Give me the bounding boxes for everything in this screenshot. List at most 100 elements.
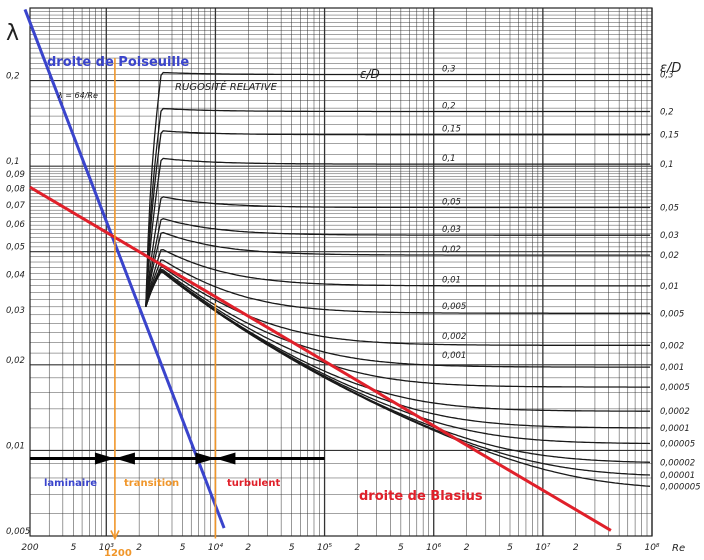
right-axis-label: 0,1 (660, 160, 674, 170)
right-axis-label: 0,000005 (660, 482, 701, 492)
right-axis-label: 0,002 (660, 341, 684, 351)
x-tick-label: 2 (355, 543, 361, 553)
curve-header-label: ε/D (360, 67, 380, 81)
x-tick-label: 10⁵ (317, 543, 332, 553)
y-tick-label: 0,05 (6, 243, 25, 253)
inner-curve-label: 0,3 (442, 65, 456, 75)
right-axis-label: 0,0005 (660, 383, 690, 393)
right-axis-label: 0,005 (660, 309, 684, 319)
inner-curve-label: 0,2 (442, 101, 456, 111)
right-axis-label: 0,01 (660, 282, 679, 292)
marker-1200-arrow (110, 530, 120, 541)
x-tick-label: 2 (245, 543, 251, 553)
y-tick-label: 0,01 (6, 441, 25, 451)
right-axis-label: 0,0001 (660, 424, 690, 434)
inner-curve-label: 0,002 (442, 332, 466, 342)
right-axis-label: 0,15 (660, 131, 679, 141)
series-line-0 (23, 8, 226, 529)
regime-bar (30, 452, 325, 465)
inner-curve-label: 0,03 (442, 225, 461, 235)
y-tick-label: 0,06 (6, 220, 26, 230)
x-tick-label: 5 (616, 543, 622, 553)
roughness-curve (145, 259, 650, 314)
x-tick-label: 10⁶ (426, 543, 441, 553)
right-axis-label: 0,00001 (660, 471, 695, 481)
y-tick-label: 0,005 (6, 527, 30, 537)
blasius-label: droite de Blasius (359, 489, 483, 504)
roughness-curve (145, 270, 650, 412)
inner-curve-label: 0,01 (442, 275, 461, 285)
x-tick-label: 10⁸ (644, 543, 659, 553)
regime-arrow (215, 452, 236, 465)
inner-curve-label: 0,001 (442, 351, 466, 361)
x-axis-label: Re (672, 543, 685, 554)
x-tick-label: 5 (398, 543, 404, 553)
y-tick-label: 0,08 (6, 185, 26, 195)
poiseuille-label: droite de Poiseuille (47, 55, 189, 70)
rugosite-label: RUGOSITÉ RELATIVE (175, 80, 278, 93)
x-tick-label: 10⁴ (208, 543, 223, 553)
right-axis-label: 0,2 (660, 107, 674, 117)
inner-curve-label: 0,15 (442, 125, 461, 135)
x-tick-label: 5 (71, 543, 77, 553)
inner-curve-label: 0,1 (442, 154, 456, 164)
x-tick-label: 10⁷ (535, 543, 550, 553)
right-axis-label: 0,00005 (660, 439, 695, 449)
x-tick-label: 200 (21, 543, 38, 553)
y-tick-label: 0,02 (6, 356, 25, 366)
roughness-curve (145, 231, 650, 307)
tick-labels: 200 5 10³ 2 5 10⁴ 2 5 10⁵ 2 5 10⁶ 2 5 10⁷ 2 5 10⁸ 0,2 0,1 0,… (6, 65, 701, 553)
roughness-curve (145, 271, 651, 487)
roughness-curves (145, 71, 651, 487)
regime-arrow (195, 452, 216, 465)
y-axis-label: λ (6, 21, 19, 46)
plot-frame (29, 7, 653, 537)
roughness-curve (145, 157, 650, 307)
x-tick-label: 5 (289, 543, 295, 553)
right-axis-label: 0,00002 (660, 458, 695, 468)
roughness-curve (145, 266, 650, 346)
laminaire-label: laminaire (44, 478, 97, 489)
roughness-curve (145, 71, 650, 307)
y-tick-label: 0,07 (6, 201, 26, 211)
right-axis-title: ε/D (660, 61, 681, 76)
roughness-curve (145, 269, 650, 388)
right-axis-label: 0,0002 (660, 407, 690, 417)
right-axis-label: 0,05 (660, 203, 679, 213)
right-axis-label: 0,02 (660, 251, 679, 261)
series-lines (23, 8, 612, 541)
roughness-curve (145, 268, 650, 368)
roughness-curve (145, 218, 650, 307)
y-tick-label: 0,1 (6, 157, 20, 167)
x-tick-label: 5 (180, 543, 186, 553)
y-tick-label: 0,03 (6, 306, 25, 316)
x-tick-label: 5 (507, 543, 513, 553)
inner-curve-label: 0,02 (442, 245, 461, 255)
regime-arrow (114, 452, 135, 465)
x-tick-label: 2 (464, 543, 470, 553)
roughness-curve (145, 249, 650, 307)
y-tick-label: 0,2 (6, 72, 20, 82)
turbulent-label: turbulent (227, 478, 280, 489)
right-axis-label: 0,03 (660, 231, 679, 241)
x-tick-label: 2 (136, 543, 142, 553)
y-tick-label: 0,04 (6, 270, 25, 280)
chart-labels: λ Re RUGOSITÉ RELATIVE λ = 64/Re ε/D ε/D… (6, 21, 685, 559)
transition-label: transition (124, 478, 179, 489)
inner-curve-label: 0,005 (442, 302, 466, 312)
right-axis-label: 0,001 (660, 363, 684, 373)
series-line-1 (29, 185, 612, 532)
right-axis-label: 0,3 (660, 71, 674, 81)
formula-label: λ = 64/Re (57, 91, 98, 100)
inner-curve-label: 0,05 (442, 197, 461, 207)
roughness-curve (145, 196, 650, 307)
regime-arrow (94, 452, 115, 465)
roughness-curve (145, 107, 650, 307)
y-tick-label: 0,09 (6, 170, 25, 180)
marker-1200-label: 1200 (104, 548, 132, 559)
x-tick-label: 2 (573, 543, 579, 553)
x-tick-label: 10³ (99, 543, 114, 553)
roughness-curve (145, 130, 650, 307)
